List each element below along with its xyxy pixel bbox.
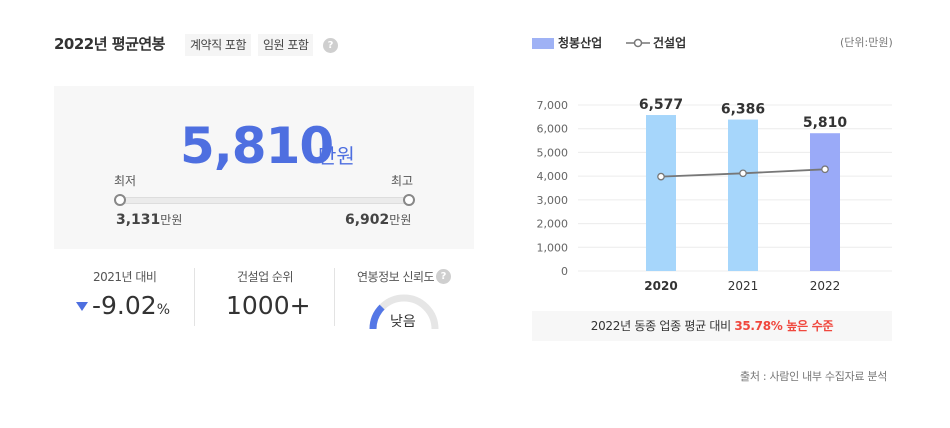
bar — [810, 133, 840, 271]
y-tick-label: 3,000 — [537, 194, 569, 207]
y-tick-label: 0 — [561, 265, 568, 278]
bar — [646, 115, 676, 271]
help-icon[interactable]: ? — [323, 38, 338, 53]
min-salary-value: 3,131 — [116, 212, 161, 228]
legend-company: 청봉산업 — [558, 36, 603, 50]
min-marker — [114, 194, 126, 206]
reliability-value: 낮음 — [390, 314, 416, 330]
comparison-text: 2022년 동종 업종 평균 대비 — [590, 319, 731, 333]
y-tick-label: 4,000 — [537, 170, 569, 183]
min-salary-unit: 만원 — [160, 213, 183, 227]
change-value: -9.02 — [92, 291, 157, 320]
max-salary: 6,902만원 — [345, 211, 411, 228]
comparison-banner: 2022년 동종 업종 평균 대비 35.78% 높은 수준 — [532, 311, 892, 341]
salary-chart: 0 1,000 2,000 3,000 4,000 5,000 6,000 7,000 6,57… — [537, 97, 892, 293]
bar — [728, 119, 758, 271]
reliability-gauge — [369, 294, 439, 330]
gauge-fill — [369, 304, 385, 330]
change-label: 2021년 대비 — [93, 270, 157, 284]
max-marker — [403, 194, 415, 206]
rank-value: 1000+ — [226, 291, 311, 320]
bar-value-label: 6,386 — [721, 102, 765, 118]
legend-line-swatch — [626, 38, 650, 48]
rank-label: 건설업 순위 — [237, 270, 294, 284]
source-note: 출처 : 사람인 내부 수집자료 분석 — [740, 370, 888, 383]
page-title: 2022년 평균연봉 — [54, 35, 165, 53]
down-arrow-icon — [76, 302, 88, 311]
y-tick-label: 6,000 — [537, 123, 569, 136]
legend-bar-swatch — [532, 38, 554, 49]
x-tick-label: 2021 — [728, 279, 759, 293]
change-stat: -9.02% — [76, 291, 170, 320]
reliability-label: 연봉정보 신뢰도 — [357, 270, 435, 284]
max-salary-unit: 만원 — [389, 213, 412, 227]
comparison-highlight: 35.78% 높은 수준 — [734, 319, 834, 333]
y-tick-label: 5,000 — [537, 146, 569, 159]
bar-value-label: 6,577 — [639, 97, 683, 113]
min-label: 최저 — [114, 174, 137, 188]
unit-label: (단위:만원) — [840, 36, 893, 49]
average-salary: 5,810 — [180, 117, 334, 175]
average-salary-unit: 만원 — [318, 144, 355, 168]
y-tick-label: 2,000 — [537, 218, 569, 231]
change-unit: % — [156, 302, 170, 318]
x-tick-label: 2020 — [644, 279, 677, 293]
max-salary-value: 6,902 — [345, 212, 390, 228]
x-tick-label: 2022 — [810, 279, 841, 293]
tag-contract: 계약직 포함 — [185, 34, 252, 56]
industry-point — [657, 172, 665, 181]
y-tick-label: 1,000 — [537, 241, 569, 254]
reliability-help-icon[interactable]: ? — [436, 269, 451, 284]
y-tick-label: 7,000 — [537, 99, 569, 112]
stat-divider — [194, 268, 195, 326]
max-label: 최고 — [391, 174, 414, 188]
industry-point — [821, 165, 829, 174]
tag-executive: 임원 포함 — [258, 34, 314, 56]
bar-value-label: 5,810 — [803, 115, 848, 131]
industry-point — [739, 169, 747, 178]
stat-divider — [334, 268, 335, 326]
salary-range-track — [119, 197, 409, 204]
legend-industry: 건설업 — [653, 36, 687, 50]
min-salary: 3,131만원 — [116, 211, 182, 228]
salary-summary-box — [54, 86, 474, 249]
